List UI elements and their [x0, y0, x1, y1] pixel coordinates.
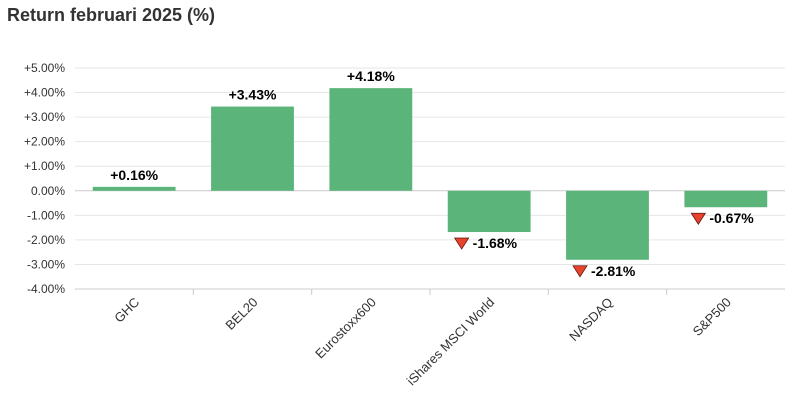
y-tick-label: +2.00% — [24, 135, 65, 149]
x-tick-label: NASDAQ — [566, 295, 615, 344]
y-tick-label: +3.00% — [24, 110, 65, 124]
bar — [92, 186, 176, 191]
bar — [329, 88, 413, 191]
data-label: +3.43% — [229, 87, 277, 103]
bar — [447, 190, 531, 233]
y-tick-label: +1.00% — [24, 159, 65, 173]
data-label: +4.18% — [347, 68, 395, 84]
bar — [211, 106, 294, 191]
y-tick-label: -1.00% — [27, 208, 65, 222]
grid-lines — [75, 67, 785, 290]
bars — [92, 88, 768, 260]
triangle-down-icon — [453, 237, 470, 250]
x-axis: GHC BEL20 Eurostoxx600 iShares MSCI World NA… — [75, 288, 785, 389]
y-tick-label: -3.00% — [27, 257, 65, 271]
chart-title: Return februari 2025 (%) — [7, 5, 216, 25]
y-tick-label: -4.00% — [27, 282, 65, 296]
triangle-down-icon — [690, 212, 707, 225]
data-labels: +0.16% +3.43% +4.18% -1.68% -2.81% -0.67% — [110, 68, 754, 279]
y-tick-label: -2.00% — [27, 233, 65, 247]
data-label: -2.81% — [591, 263, 636, 279]
y-tick-label: 0.00% — [31, 184, 65, 198]
y-tick-label: +5.00% — [24, 61, 65, 75]
data-label: -0.67% — [709, 210, 754, 226]
x-tick-label: BEL20 — [222, 295, 260, 333]
x-tick-label: Eurostoxx600 — [312, 295, 379, 362]
x-tick-label: S&P500 — [690, 295, 734, 339]
y-axis: +5.00% +4.00% +3.00% +2.00% +1.00% 0.00% -1.00… — [24, 61, 65, 296]
y-tick-label: +4.00% — [24, 86, 65, 100]
triangle-down-icon — [572, 265, 588, 278]
data-label: +0.16% — [110, 167, 158, 183]
bar — [566, 190, 649, 260]
x-tick-label: iShares MSCI World — [404, 295, 498, 389]
x-tick-label: GHC — [111, 295, 142, 326]
bar — [684, 190, 768, 208]
data-label: -1.68% — [473, 235, 518, 251]
